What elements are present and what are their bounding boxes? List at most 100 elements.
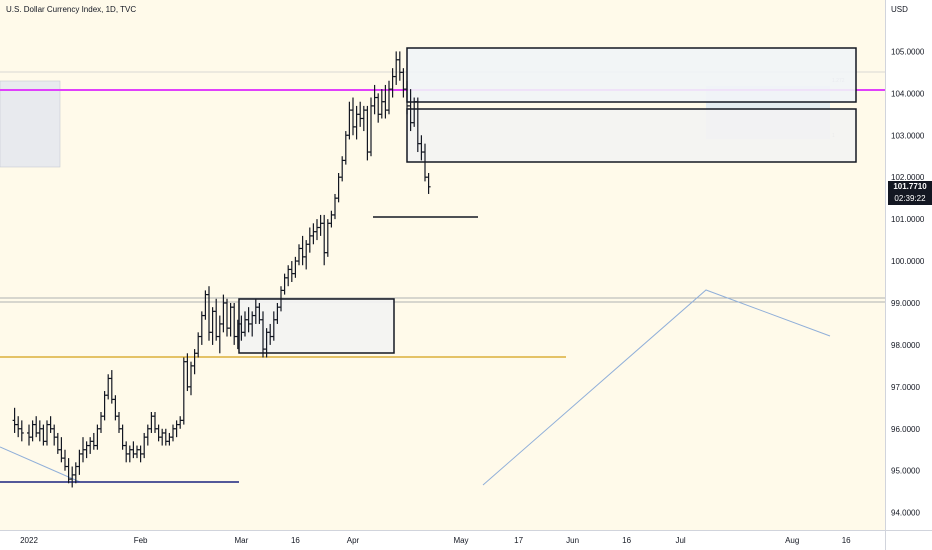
ohlc-bar xyxy=(45,420,49,446)
chart-title: U.S. Dollar Currency Index, 1D, TVC xyxy=(6,5,137,14)
ohlc-bar xyxy=(91,432,96,450)
y-tick-label: 97.0000 xyxy=(891,383,920,392)
ohlc-bar xyxy=(106,374,111,400)
ohlc-bar xyxy=(199,311,204,345)
ohlc-bar xyxy=(293,256,298,278)
x-tick-label: 2022 xyxy=(20,536,38,545)
ohlc-bar xyxy=(37,420,42,442)
ohlc-bar xyxy=(27,424,31,446)
ohlc-bar xyxy=(210,307,215,345)
ohlc-bar xyxy=(325,219,330,257)
ohlc-bar xyxy=(113,395,118,421)
ohlc-bar xyxy=(181,357,186,425)
time-axis-divider xyxy=(0,530,932,531)
last-price-value: 101.7710 xyxy=(893,182,927,191)
ohlc-bar xyxy=(77,449,82,475)
ohlc-bar xyxy=(297,244,301,266)
y-tick-label: 100.0000 xyxy=(891,257,925,266)
ohlc-bar xyxy=(153,411,157,433)
ohlc-bar xyxy=(142,432,147,459)
x-tick-label: 16 xyxy=(842,536,851,545)
x-tick-label: 16 xyxy=(291,536,300,545)
ohlc-bar xyxy=(156,424,161,442)
ohlc-bar xyxy=(95,424,100,450)
ohlc-bar xyxy=(282,273,287,295)
ohlc-bar xyxy=(376,93,381,123)
ohlc-bar xyxy=(88,437,93,454)
ohlc-bar xyxy=(329,210,334,228)
ohlc-bar xyxy=(117,411,121,433)
y-tick-label: 99.0000 xyxy=(891,299,920,308)
ohlc-bar xyxy=(163,428,168,446)
ohlc-bar xyxy=(307,227,312,253)
ohlc-bar xyxy=(232,302,237,345)
ohlc-bar xyxy=(41,424,46,446)
ohlc-bar xyxy=(55,432,60,454)
x-tick-label: Aug xyxy=(785,536,799,545)
ohlc-bar xyxy=(189,361,193,396)
y-tick-label: 95.0000 xyxy=(891,467,920,476)
ohlc-bar xyxy=(63,449,67,471)
ohlc-bar xyxy=(347,101,352,140)
ohlc-bar xyxy=(214,298,219,341)
ohlc-bar xyxy=(207,286,211,341)
ohlc-bar xyxy=(109,370,114,404)
y-tick-label: 105.0000 xyxy=(891,47,925,56)
ohlc-bar xyxy=(171,424,175,442)
ohlc-bar xyxy=(149,411,154,433)
ohlc-bar xyxy=(185,353,190,392)
ohlc-bar xyxy=(52,424,57,446)
supply-zone-upper-box xyxy=(406,47,857,103)
ohlc-bar xyxy=(333,193,337,220)
x-tick-label: May xyxy=(453,536,468,545)
ohlc-bar xyxy=(304,240,309,270)
ohlc-bar xyxy=(322,214,327,266)
ohlc-bar xyxy=(340,156,345,182)
last-price-badge: 101.7710 02:39:22 xyxy=(888,181,932,205)
ohlc-bar xyxy=(138,445,143,463)
ohlc-bar xyxy=(160,428,165,446)
ohlc-bar xyxy=(354,105,359,140)
x-tick-label: Jun xyxy=(566,536,579,545)
ohlc-bar xyxy=(221,294,226,333)
ohlc-bar xyxy=(289,261,294,283)
ohlc-bar xyxy=(217,315,222,354)
ohlc-bar xyxy=(178,416,183,429)
ohlc-bar xyxy=(311,223,316,245)
x-tick-label: Feb xyxy=(134,536,148,545)
ohlc-bar xyxy=(102,391,107,421)
x-tick-label: Apr xyxy=(347,536,360,545)
y-tick-label: 101.0000 xyxy=(891,215,925,224)
y-tick-label: 102.0000 xyxy=(891,173,925,182)
supply-zone-lower-box xyxy=(406,108,857,163)
ohlc-bar xyxy=(390,68,395,98)
price-axis-divider xyxy=(885,0,886,550)
ohlc-bar xyxy=(358,101,363,127)
ohlc-bar xyxy=(135,445,139,459)
y-tick-label: 94.0000 xyxy=(891,509,920,518)
ohlc-bar xyxy=(30,420,35,442)
ohlc-bar xyxy=(16,416,21,438)
ohlc-bar xyxy=(12,407,17,433)
ohlc-bar xyxy=(365,105,370,161)
ohlc-bar xyxy=(318,214,323,236)
ohlc-bar xyxy=(145,424,150,446)
x-tick-label: 16 xyxy=(622,536,631,545)
ohlc-bar xyxy=(66,458,71,484)
x-tick-label: Mar xyxy=(235,536,249,545)
ohlc-bar xyxy=(351,97,355,136)
y-tick-label: 98.0000 xyxy=(891,341,920,350)
ohlc-bar xyxy=(120,424,125,450)
projection-trend-line xyxy=(482,289,831,486)
ohlc-bar xyxy=(369,97,373,157)
ohlc-bar xyxy=(401,68,406,98)
ohlc-bar xyxy=(99,411,103,433)
ohlc-bar xyxy=(315,219,319,241)
ohlc-bar xyxy=(300,235,305,266)
ohlc-bar xyxy=(167,432,172,446)
ohlc-bar xyxy=(336,172,341,203)
left-trend-line xyxy=(0,446,81,483)
ohlc-bar xyxy=(174,420,179,438)
ohlc-bar xyxy=(19,420,24,442)
